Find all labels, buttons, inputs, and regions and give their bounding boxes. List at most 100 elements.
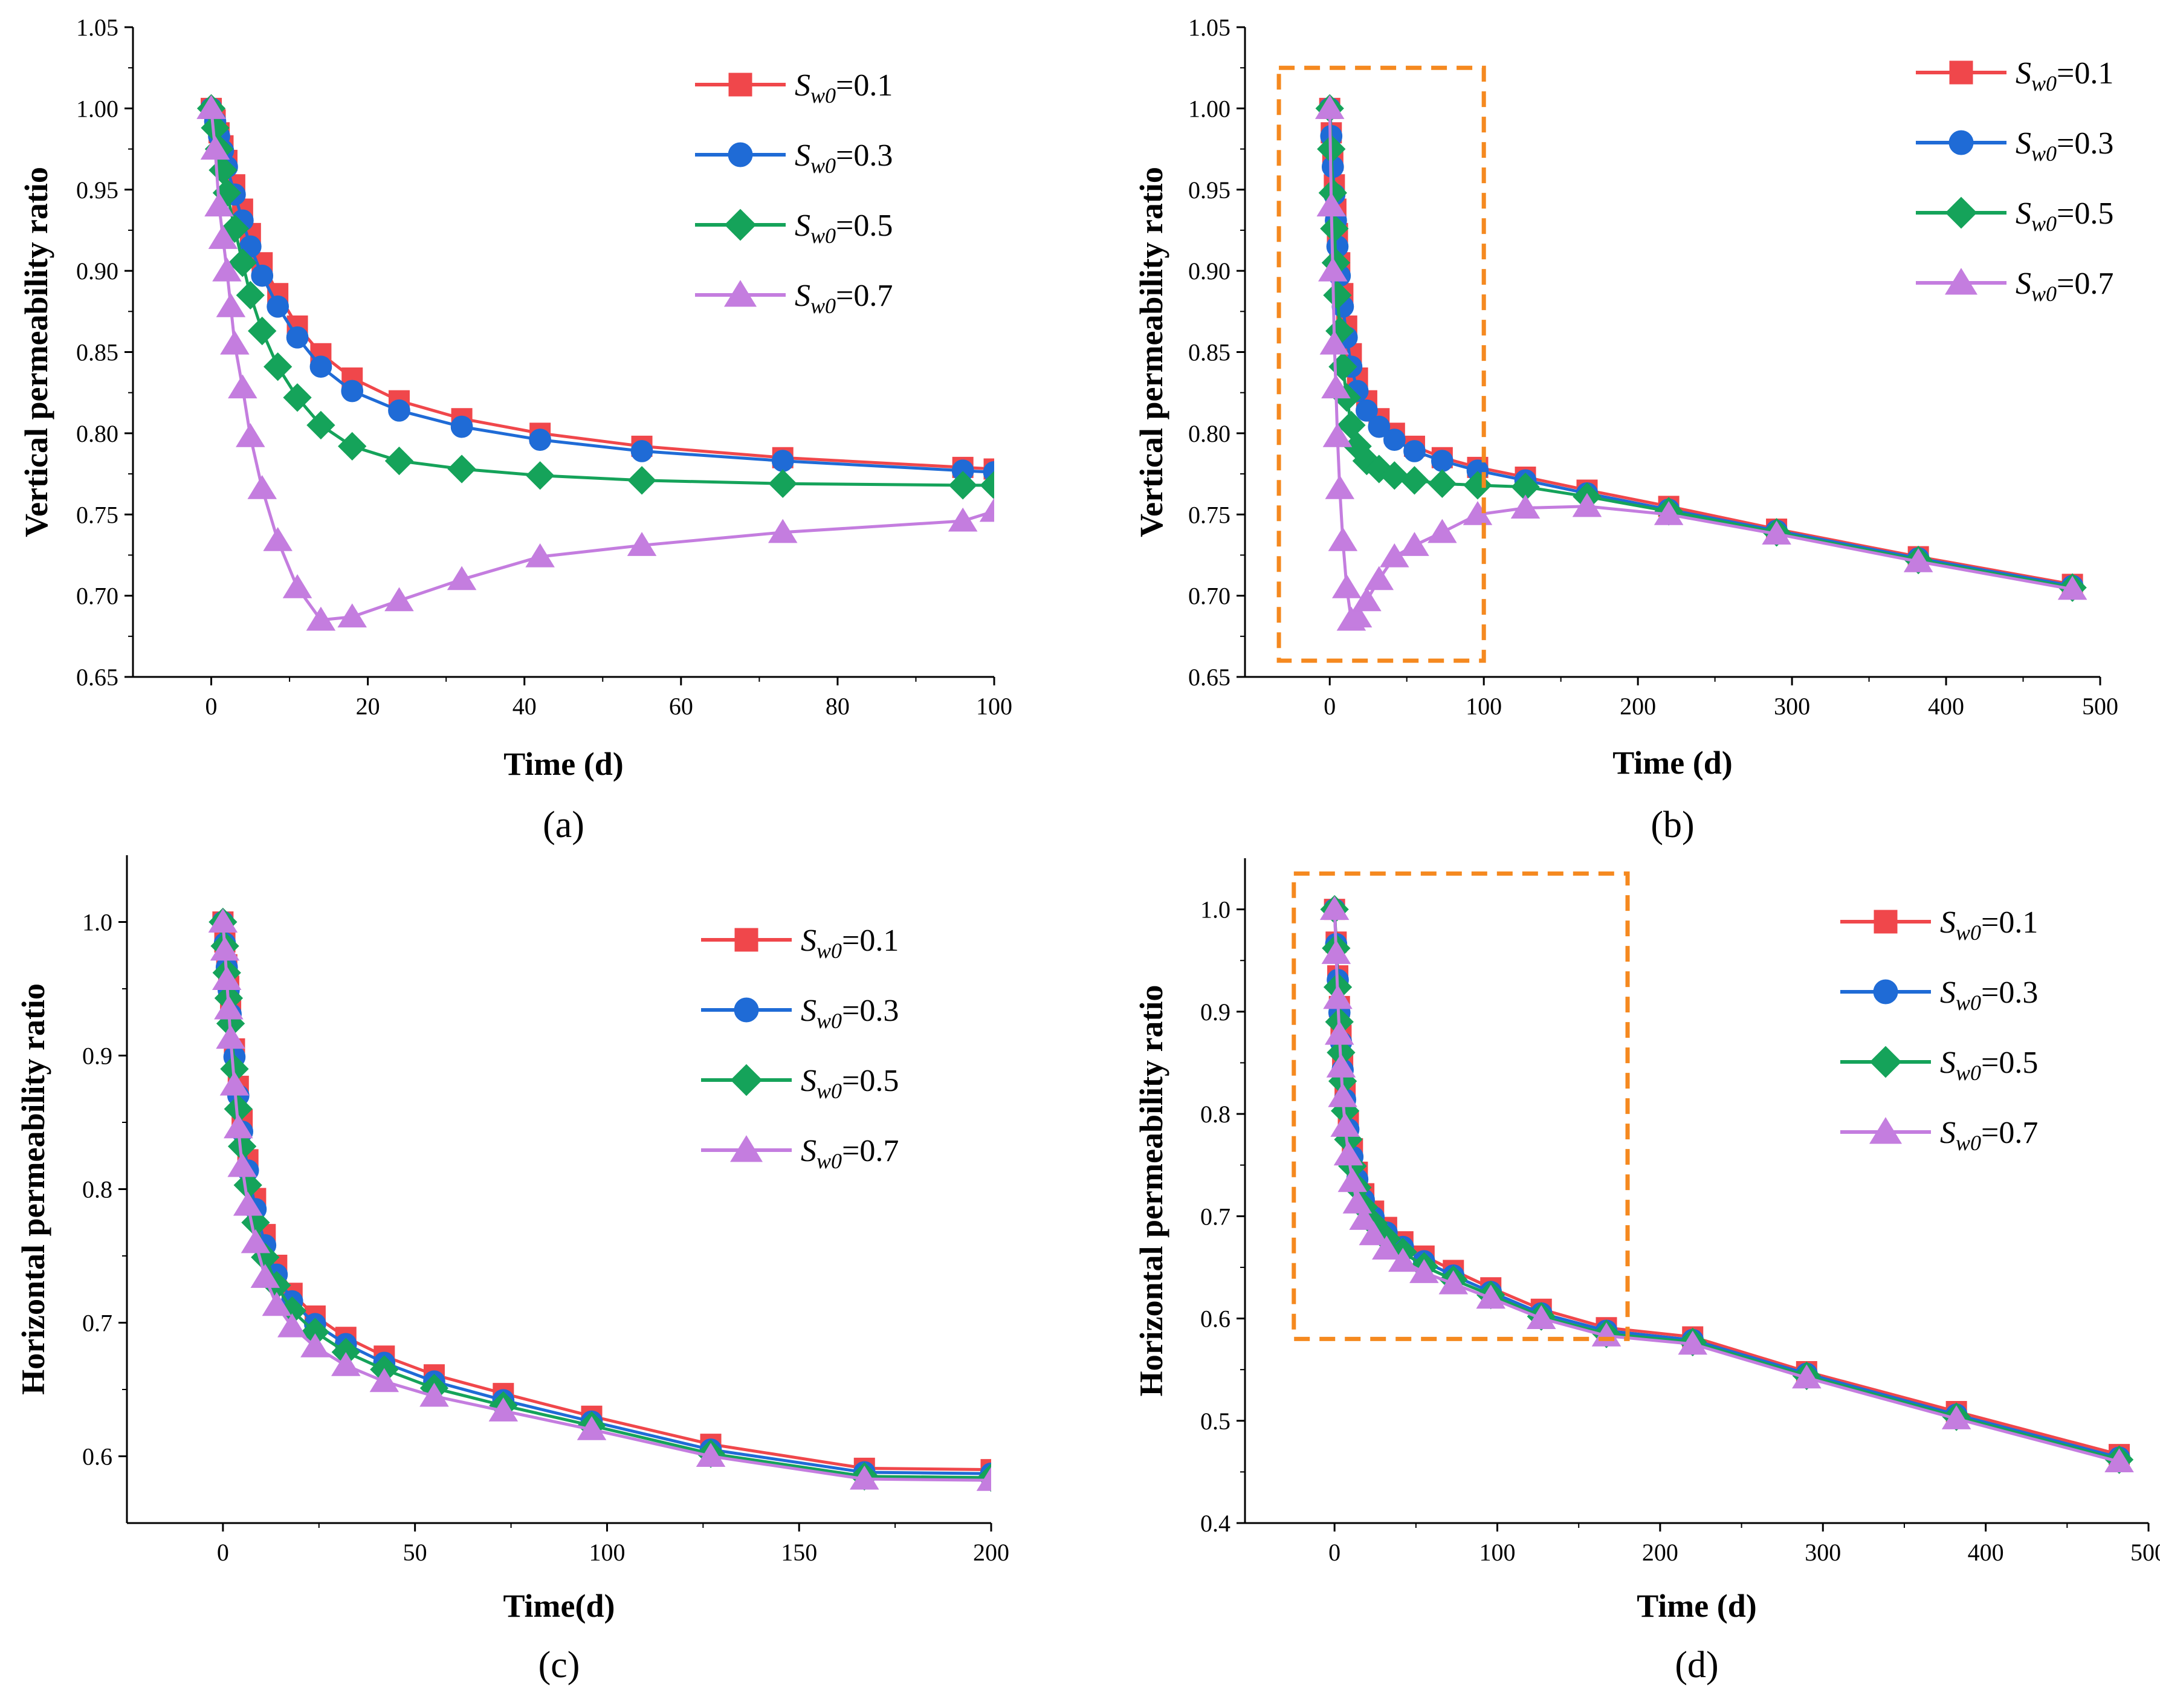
data-point <box>236 423 265 447</box>
data-point <box>1654 501 1684 525</box>
data-point <box>341 380 364 403</box>
y-tick-label: 0.70 <box>1188 583 1230 610</box>
y-axis-title: Vertical permeability ratio <box>1133 167 1169 537</box>
legend-label-2: Sw0=0.3 <box>2016 126 2113 166</box>
data-point <box>337 603 367 628</box>
legend-label-1: Sw0=0.1 <box>795 68 893 108</box>
data-point <box>1318 257 1348 282</box>
data-point <box>1328 527 1358 551</box>
data-point <box>1330 1113 1360 1137</box>
legend: Sw0=0.1 Sw0=0.3 Sw0=0.5 Sw0=0.7 <box>1916 56 2113 306</box>
data-point <box>948 471 977 500</box>
y-tick-label: 0.70 <box>76 583 118 610</box>
legend-marker-4 <box>723 280 757 307</box>
data-point <box>200 135 230 160</box>
data-point <box>1476 1284 1506 1309</box>
data-point <box>262 1292 292 1316</box>
y-tick-label: 0.75 <box>1188 501 1230 528</box>
y-tick-label: 0.85 <box>1188 339 1230 366</box>
x-axis-title: Time(d) <box>503 1588 615 1624</box>
legend-label-1: Sw0=0.1 <box>801 924 899 963</box>
data-point <box>241 1229 271 1254</box>
data-point <box>283 383 312 412</box>
data-point <box>768 519 798 543</box>
y-tick-label: 0.80 <box>1188 420 1230 447</box>
data-point <box>220 330 250 355</box>
data-point <box>1352 587 1382 612</box>
data-point <box>228 374 257 399</box>
x-tick-label: 0 <box>1328 1539 1340 1566</box>
y-tick-label: 0.80 <box>76 420 118 447</box>
data-point <box>696 1443 726 1467</box>
legend-label-2: Sw0=0.3 <box>795 138 893 178</box>
data-point <box>208 908 238 933</box>
data-point <box>1323 280 1352 310</box>
data-point <box>216 293 246 317</box>
data-point <box>208 225 238 249</box>
data-point <box>1372 1235 1402 1260</box>
y-tick-label: 0.90 <box>76 257 118 285</box>
y-axis-title: Horizontal permeability ratio <box>15 983 51 1395</box>
data-point <box>1316 192 1347 217</box>
data-point <box>306 606 336 631</box>
legend-label-1: Sw0=0.1 <box>1940 905 2038 945</box>
plot-area <box>1314 94 2087 631</box>
legend: Sw0=0.1 Sw0=0.3 Sw0=0.5 Sw0=0.7 <box>1840 905 2038 1155</box>
legend-label-1: Sw0=0.1 <box>2016 56 2113 95</box>
data-point <box>1428 519 1457 543</box>
data-point <box>1409 1259 1439 1283</box>
data-point <box>1526 1305 1556 1330</box>
data-point <box>1380 461 1409 490</box>
data-point <box>220 214 250 243</box>
data-point <box>630 440 653 462</box>
data-point <box>267 295 289 318</box>
panel-label: (c) <box>538 1645 580 1686</box>
x-tick-label: 150 <box>781 1539 817 1566</box>
legend-label-4: Sw0=0.7 <box>801 1134 899 1173</box>
legend-marker-2 <box>1873 979 1898 1004</box>
data-point <box>233 1191 263 1216</box>
data-point <box>263 527 293 551</box>
legend-marker-1 <box>1874 910 1898 934</box>
data-point <box>1356 399 1378 422</box>
x-tick-label: 500 <box>2130 1539 2160 1566</box>
legend-label-3: Sw0=0.5 <box>801 1064 899 1103</box>
data-point <box>627 466 656 495</box>
data-point <box>2104 1448 2134 1472</box>
data-point <box>1903 548 1933 572</box>
data-point <box>577 1416 607 1440</box>
data-point <box>1400 466 1429 495</box>
x-tick-label: 20 <box>356 693 380 720</box>
y-tick-label: 0.8 <box>82 1176 112 1203</box>
data-point <box>277 1313 307 1338</box>
data-point <box>1463 501 1493 525</box>
data-point <box>236 280 265 310</box>
data-point <box>1342 603 1373 628</box>
y-tick-label: 0.85 <box>76 339 118 366</box>
y-tick-label: 1.0 <box>82 909 112 936</box>
data-point <box>488 1397 519 1422</box>
legend-marker-2 <box>734 997 759 1023</box>
legend-label-4: Sw0=0.7 <box>2016 267 2113 306</box>
y-tick-label: 0.6 <box>1200 1305 1230 1333</box>
x-tick-label: 60 <box>669 693 693 720</box>
y-tick-label: 0.65 <box>1188 664 1230 691</box>
data-point <box>1337 1168 1368 1192</box>
data-point <box>1792 1364 1822 1389</box>
data-point <box>768 469 797 498</box>
series-line-4 <box>221 922 991 1482</box>
data-point <box>384 587 414 612</box>
x-tick-label: 300 <box>1774 693 1810 720</box>
y-tick-label: 1.00 <box>1188 95 1230 122</box>
data-point <box>338 432 367 461</box>
x-tick-label: 200 <box>1620 693 1656 720</box>
data-point <box>447 566 477 590</box>
zoom-region-box <box>1276 65 1486 663</box>
data-point <box>369 1368 399 1393</box>
x-tick-label: 100 <box>1466 693 1502 720</box>
legend-label-4: Sw0=0.7 <box>1940 1116 2038 1155</box>
legend-label-2: Sw0=0.3 <box>801 994 899 1033</box>
x-tick-label: 0 <box>217 1539 229 1566</box>
